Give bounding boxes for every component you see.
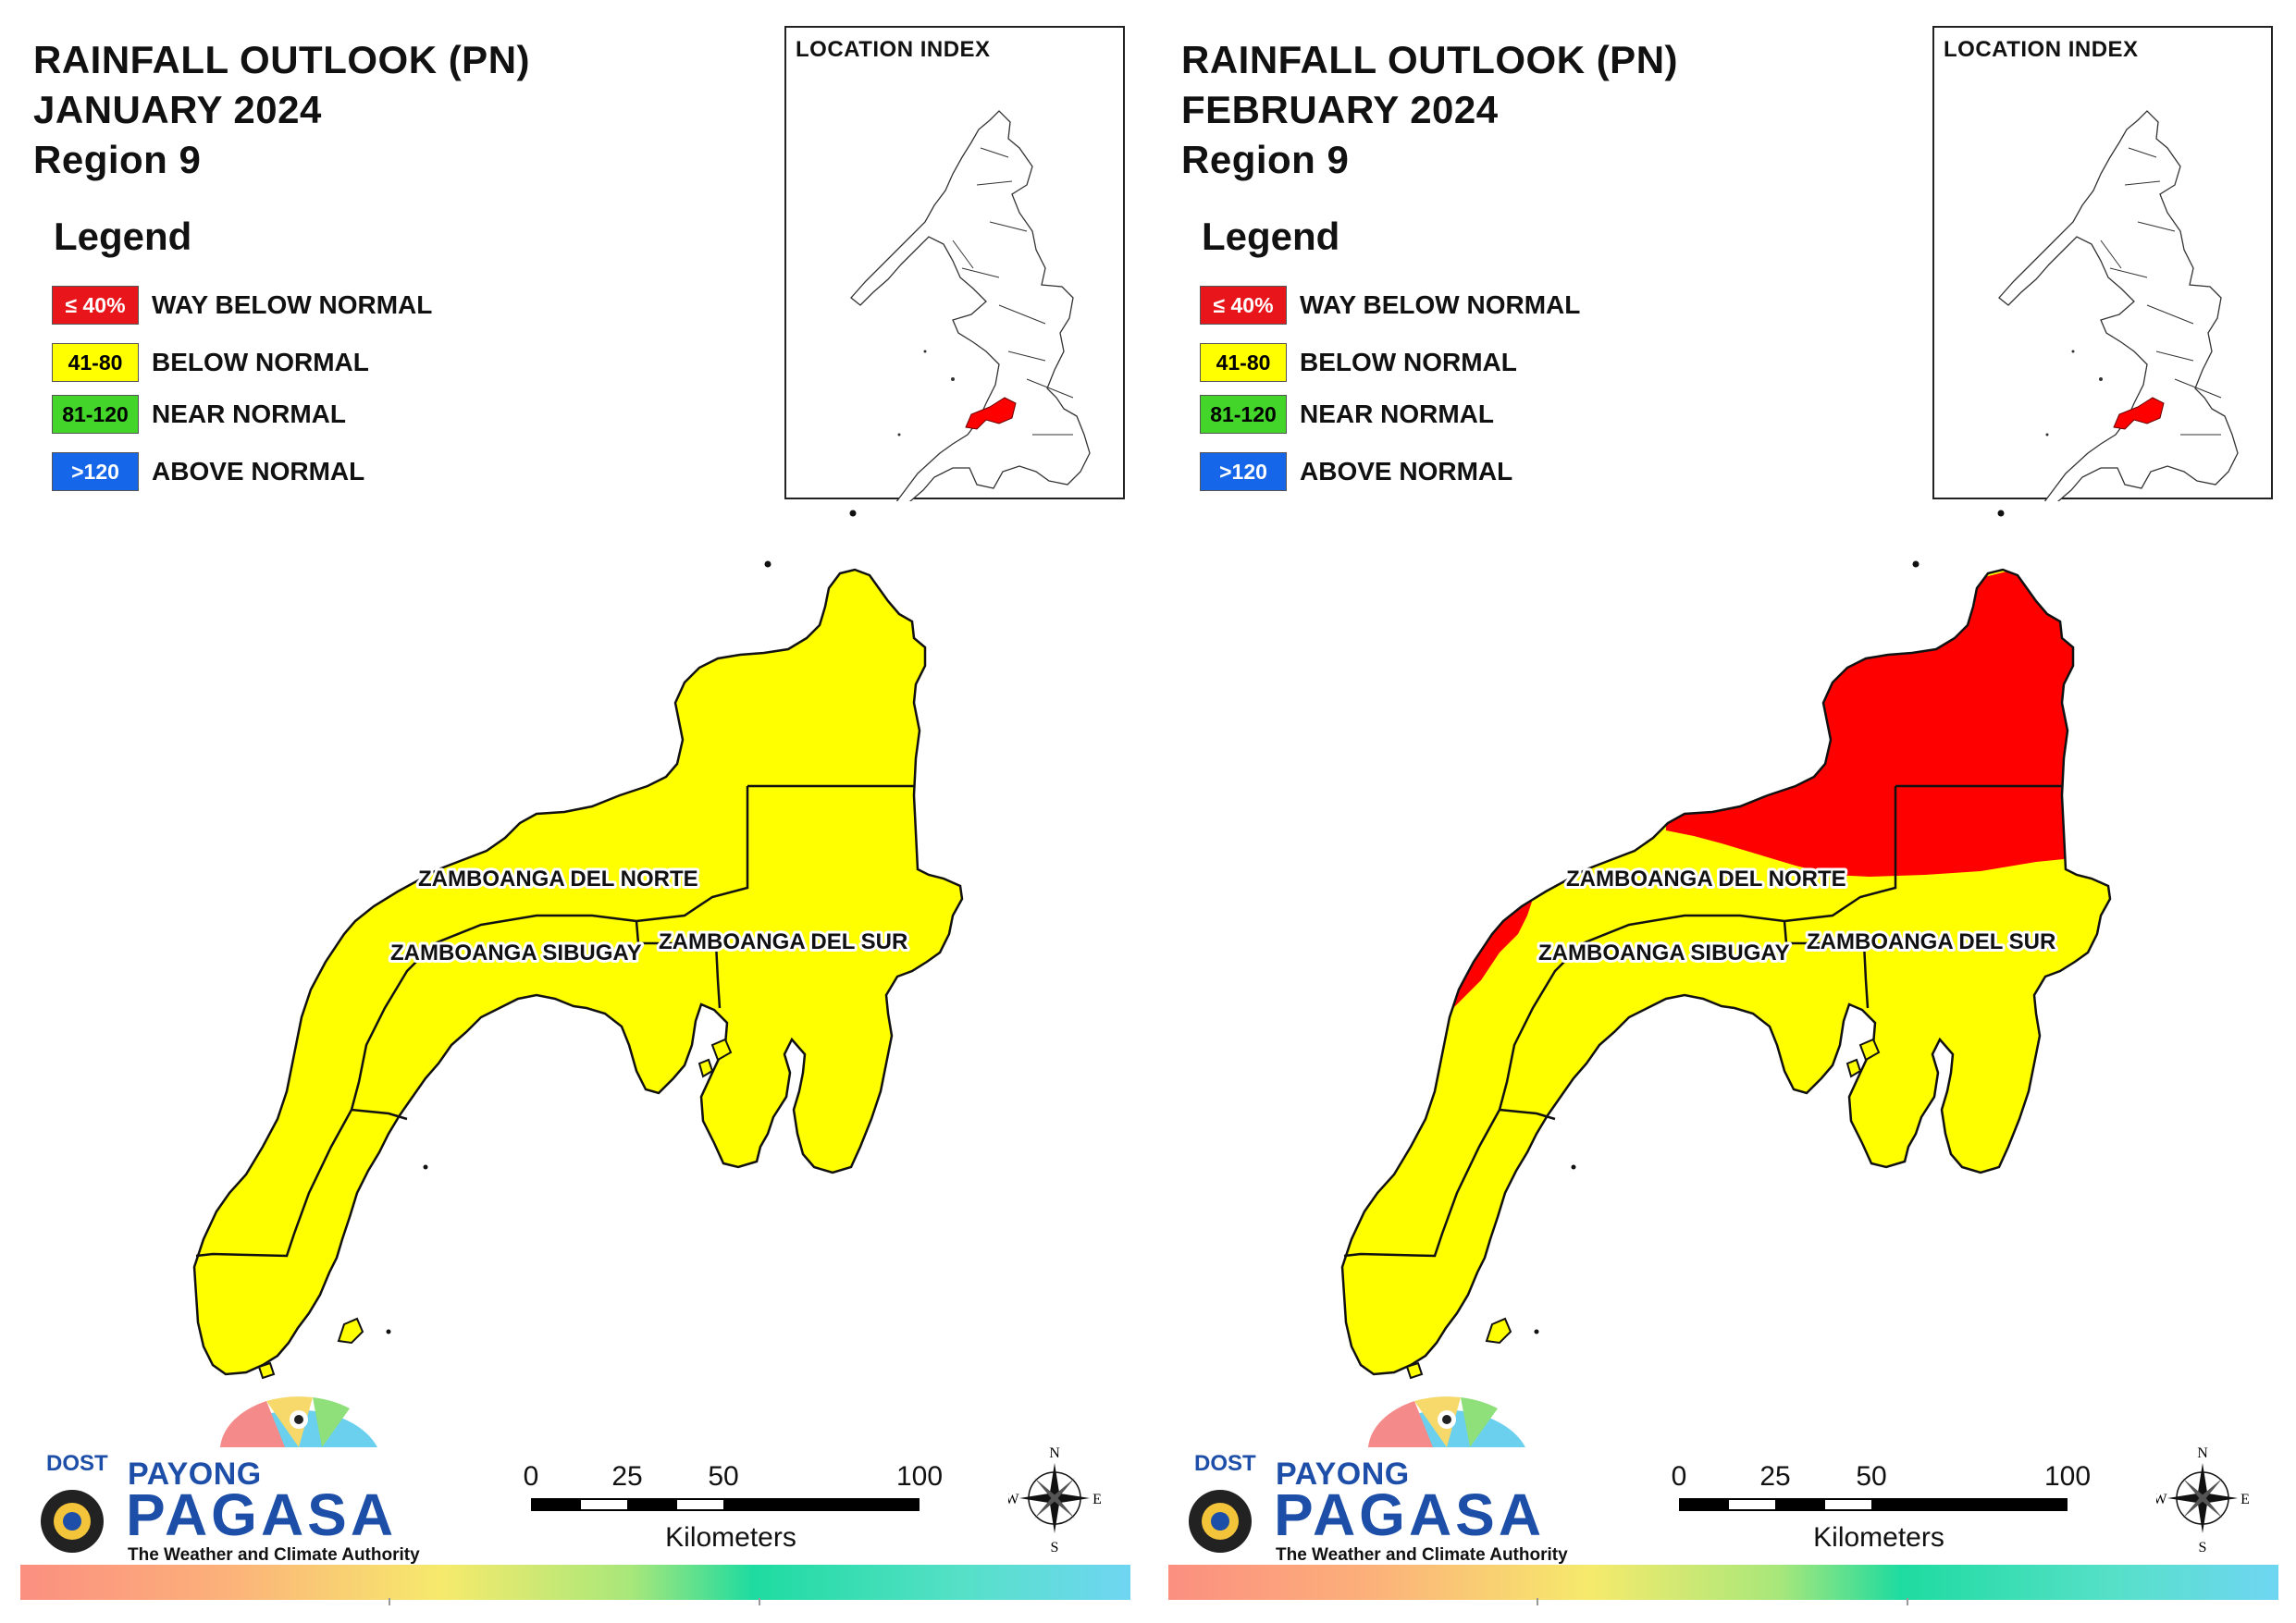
logo-tagline: The Weather and Climate Authority (128, 1545, 420, 1565)
panel-february: RAINFALL OUTLOOK (PN) FEBRUARY 2024 Regi… (1148, 0, 2296, 1623)
legend-label-way-below: WAY BELOW NORMAL (152, 290, 433, 319)
compass-rose: N S W E (2153, 1443, 2249, 1555)
province-label-del-sur: ZAMBOANGA DEL SUR (659, 929, 907, 954)
province-label-del-norte: ZAMBOANGA DEL NORTE (418, 867, 698, 891)
compass-e: E (1092, 1492, 1101, 1507)
umbrella-icon (41, 1396, 377, 1553)
province-label-sibugay: ZAMBOANGA SIBUGAY (1538, 941, 1790, 965)
scale-bar: 0 25 50 100 Kilometers (523, 1461, 943, 1563)
legend-label-near: NEAR NORMAL (1300, 400, 1494, 428)
footer-tick (1907, 1598, 1908, 1605)
legend-item-way-below: ≤ 40% WAY BELOW NORMAL (52, 285, 432, 326)
compass-e: E (2240, 1492, 2249, 1507)
legend-item-above: >120 ABOVE NORMAL (1200, 451, 1512, 492)
legend-label-below: BELOW NORMAL (152, 348, 369, 376)
logo-dost-text: DOST (46, 1451, 108, 1476)
title-line-1: RAINFALL OUTLOOK (PN) (33, 38, 531, 81)
scale-tick-25: 25 (1759, 1461, 1791, 1492)
scale-tick-100: 100 (895, 1461, 944, 1492)
scale-tick-100: 100 (2043, 1461, 2092, 1492)
region9-map: ZAMBOANGA DEL NORTE ZAMBOANGA SIBUGAY ZA… (1340, 510, 2112, 1380)
logo-payong-text: PAYONG (1276, 1457, 1410, 1492)
location-index-box: LOCATION INDEX (784, 26, 1125, 501)
compass-icon: N S W E (2153, 1445, 2249, 1555)
compass-s: S (1051, 1540, 1059, 1554)
scale-unit: Kilometers (665, 1522, 796, 1553)
province-label-sibugay: ZAMBOANGA SIBUGAY (390, 941, 642, 965)
scale-tick-50: 50 (708, 1461, 739, 1492)
compass-w: W (1008, 1492, 1019, 1507)
logo-pagasa-text: PAGASA (126, 1482, 398, 1548)
scale-tick-0: 0 (523, 1461, 539, 1492)
footer-tick (1537, 1598, 1538, 1605)
scale-tick-25: 25 (611, 1461, 643, 1492)
title-line-3: Region 9 (1181, 138, 1350, 181)
province-label-del-norte: ZAMBOANGA DEL NORTE (1566, 867, 1846, 891)
scale-tick-50: 50 (1856, 1461, 1887, 1492)
pagasa-logo: DOST PAYONG PAGASA The Weather and Clima… (1183, 1392, 1568, 1565)
compass-icon: N S W E (1005, 1445, 1101, 1555)
legend-swatch-above: >120 (1200, 452, 1287, 491)
legend-swatch-way-below: ≤ 40% (1200, 286, 1287, 325)
pagasa-logo: DOST PAYONG PAGASA The Weather and Clima… (35, 1392, 420, 1565)
legend-swatch-below: 41-80 (52, 343, 139, 382)
title-line-2: JANUARY 2024 (33, 88, 322, 131)
compass-n: N (1049, 1445, 1060, 1461)
legend-label-below: BELOW NORMAL (1300, 348, 1517, 376)
legend-item-below: 41-80 BELOW NORMAL (52, 342, 369, 383)
compass-rose: N S W E (1005, 1443, 1101, 1555)
region9-map: ZAMBOANGA DEL NORTE ZAMBOANGA SIBUGAY ZA… (192, 510, 964, 1380)
title-line-3: Region 9 (33, 138, 202, 181)
legend-swatch-above: >120 (52, 452, 139, 491)
umbrella-icon (1189, 1396, 1525, 1553)
compass-s: S (2199, 1540, 2207, 1554)
legend-swatch-near: 81-120 (1200, 395, 1287, 434)
title-line-2: FEBRUARY 2024 (1181, 88, 1499, 131)
scale-unit: Kilometers (1813, 1522, 1944, 1553)
legend-label-near: NEAR NORMAL (152, 400, 346, 428)
map-title: RAINFALL OUTLOOK (PN) FEBRUARY 2024 Regi… (1181, 35, 1678, 185)
legend-swatch-below: 41-80 (1200, 343, 1287, 382)
footer-gradient-bar (20, 1565, 1130, 1600)
location-index-box: LOCATION INDEX (1932, 26, 2273, 501)
province-label-del-sur: ZAMBOANGA DEL SUR (1807, 929, 2055, 954)
legend-item-below: 41-80 BELOW NORMAL (1200, 342, 1517, 383)
legend-item-near: 81-120 NEAR NORMAL (1200, 394, 1494, 435)
footer-tick (759, 1598, 760, 1605)
map-title: RAINFALL OUTLOOK (PN) JANUARY 2024 Regio… (33, 35, 530, 185)
legend-label-above: ABOVE NORMAL (152, 457, 365, 486)
legend-label-above: ABOVE NORMAL (1300, 457, 1513, 486)
philippines-index-map (850, 110, 1091, 501)
legend-item-way-below: ≤ 40% WAY BELOW NORMAL (1200, 285, 1580, 326)
legend-item-near: 81-120 NEAR NORMAL (52, 394, 346, 435)
footer-tick (389, 1598, 390, 1605)
legend-item-above: >120 ABOVE NORMAL (52, 451, 364, 492)
scale-tick-0: 0 (1671, 1461, 1687, 1492)
logo-payong-text: PAYONG (128, 1457, 262, 1492)
footer-gradient-bar (1168, 1565, 2278, 1600)
compass-n: N (2197, 1445, 2208, 1461)
logo-dost-text: DOST (1194, 1451, 1256, 1476)
title-line-1: RAINFALL OUTLOOK (PN) (1181, 38, 1679, 81)
legend-title: Legend (1202, 215, 1340, 258)
philippines-index-map (1998, 110, 2239, 501)
legend-swatch-way-below: ≤ 40% (52, 286, 139, 325)
logo-pagasa-text: PAGASA (1274, 1482, 1546, 1548)
logo-tagline: The Weather and Climate Authority (1276, 1545, 1568, 1565)
location-index-title: LOCATION INDEX (1944, 37, 2139, 62)
legend-label-way-below: WAY BELOW NORMAL (1300, 290, 1581, 319)
compass-w: W (2156, 1492, 2167, 1507)
location-index-title: LOCATION INDEX (796, 37, 991, 62)
legend-swatch-near: 81-120 (52, 395, 139, 434)
legend-title: Legend (54, 215, 192, 258)
scale-bar: 0 25 50 100 Kilometers (1671, 1461, 2091, 1563)
panel-january: RAINFALL OUTLOOK (PN) JANUARY 2024 Regio… (20, 26, 1130, 1605)
